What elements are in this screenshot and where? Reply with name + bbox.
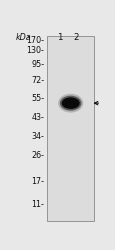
Text: 95-: 95- xyxy=(31,60,44,69)
Ellipse shape xyxy=(59,96,81,111)
Text: 1: 1 xyxy=(56,33,62,42)
Text: 34-: 34- xyxy=(31,132,44,141)
Text: 170-: 170- xyxy=(26,36,44,45)
Text: 43-: 43- xyxy=(31,112,44,122)
Text: kDa: kDa xyxy=(15,33,31,42)
Text: 2: 2 xyxy=(73,33,79,42)
Text: 26-: 26- xyxy=(31,150,44,160)
Text: 17-: 17- xyxy=(31,176,44,186)
Text: 55-: 55- xyxy=(31,94,44,104)
Ellipse shape xyxy=(58,94,83,112)
Ellipse shape xyxy=(61,97,79,109)
Bar xyxy=(46,36,93,220)
Text: 72-: 72- xyxy=(31,76,44,85)
Text: 130-: 130- xyxy=(26,46,44,55)
Text: 11-: 11- xyxy=(31,200,44,209)
